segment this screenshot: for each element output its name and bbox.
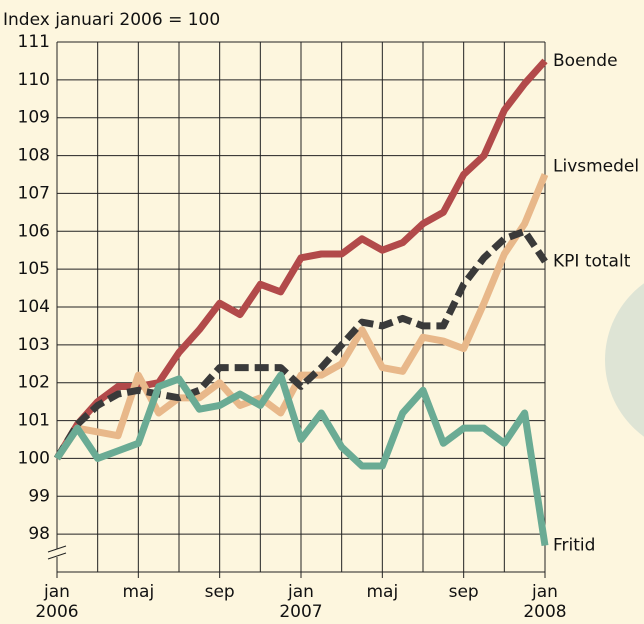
plot-area [57, 42, 545, 572]
y-tick-label: 103 [18, 335, 50, 355]
y-tick-label: 105 [18, 259, 50, 279]
y-tick-label: 99 [28, 486, 50, 506]
y-tick-label: 98 [28, 524, 50, 544]
y-tick-label: 101 [18, 411, 50, 431]
y-tick-label: 100 [18, 448, 50, 468]
series-label: Fritid [553, 536, 595, 556]
decoration [605, 265, 644, 455]
x-tick-label: sep [205, 582, 235, 602]
y-tick-label: 111 [18, 32, 50, 52]
x-tick-label: sep [449, 582, 479, 602]
series-label: Boende [553, 51, 618, 71]
x-tick-label: maj [122, 582, 154, 602]
y-tick-label: 107 [18, 183, 50, 203]
y-tick-label: 110 [18, 70, 50, 90]
x-tick-label: maj [366, 582, 398, 602]
series-label: Livsmedel [553, 157, 639, 177]
y-tick-label: 106 [18, 221, 50, 241]
y-tick-label: 108 [18, 146, 50, 166]
series-label: KPI totalt [553, 252, 631, 272]
chart: Index januari 2006 = 100 98 99 100 101 102 10… [0, 0, 644, 624]
chart-title: Index januari 2006 = 100 [3, 10, 220, 30]
y-tick-label: 102 [18, 373, 50, 393]
y-tick-label: 109 [18, 108, 50, 128]
y-tick-label: 104 [18, 297, 50, 317]
